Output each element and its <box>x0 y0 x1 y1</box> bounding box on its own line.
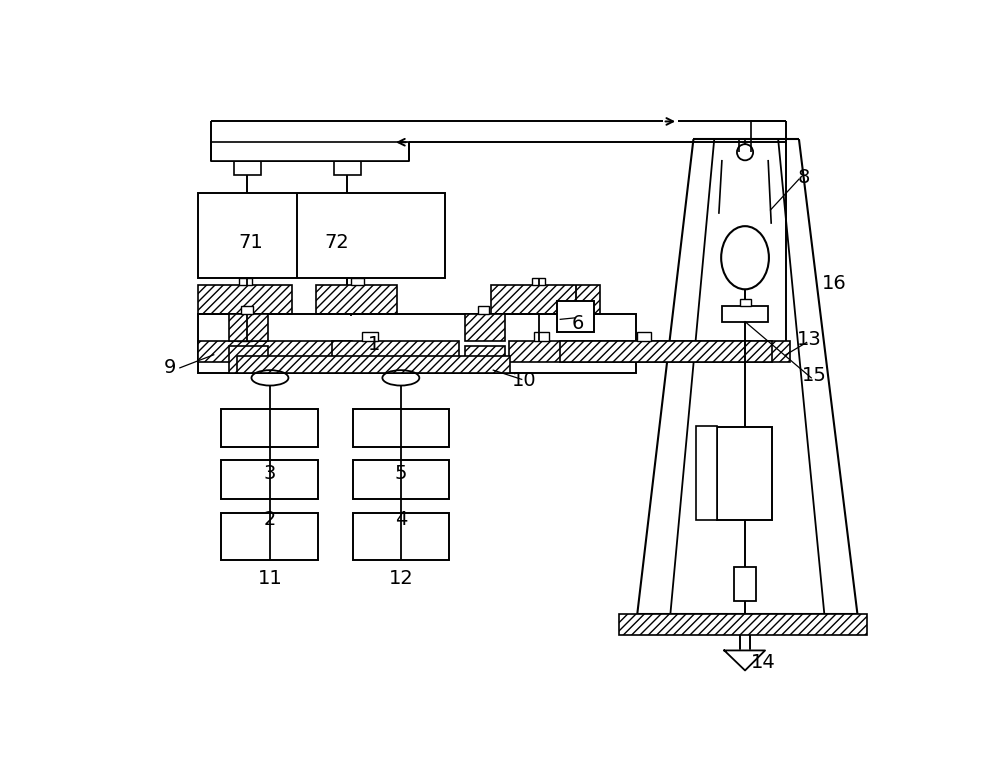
Bar <box>221 408 318 448</box>
Bar <box>465 346 505 373</box>
Text: 3: 3 <box>264 464 276 483</box>
Bar <box>532 278 545 285</box>
Text: 13: 13 <box>797 330 821 349</box>
Bar <box>696 426 717 519</box>
Text: 8: 8 <box>797 168 810 187</box>
Bar <box>619 614 867 635</box>
Text: 71: 71 <box>238 233 263 251</box>
Text: 72: 72 <box>325 233 349 251</box>
Bar <box>353 408 449 448</box>
Bar <box>560 341 772 362</box>
Bar <box>198 314 636 373</box>
Text: 5: 5 <box>395 464 407 483</box>
Bar <box>740 298 751 306</box>
Bar <box>734 566 756 601</box>
Bar <box>241 306 253 314</box>
Bar <box>351 278 364 285</box>
Bar <box>234 162 261 176</box>
Bar <box>316 285 397 314</box>
Text: 6: 6 <box>572 315 584 333</box>
Bar <box>717 427 772 519</box>
Text: 12: 12 <box>388 569 413 587</box>
Bar <box>362 332 378 341</box>
Bar <box>722 306 768 322</box>
Text: 1: 1 <box>368 335 380 355</box>
Bar <box>237 332 252 341</box>
Bar <box>239 278 252 285</box>
Text: 10: 10 <box>512 372 536 390</box>
Text: 14: 14 <box>750 653 775 672</box>
Bar <box>509 341 790 362</box>
Bar <box>637 332 651 341</box>
Bar <box>557 301 594 332</box>
Bar <box>353 460 449 499</box>
Bar <box>221 460 318 499</box>
Bar <box>534 332 549 341</box>
Bar <box>478 306 489 314</box>
Bar <box>332 341 459 362</box>
Bar <box>229 314 268 341</box>
Polygon shape <box>724 651 765 670</box>
Bar <box>237 356 510 373</box>
Text: 9: 9 <box>164 358 176 377</box>
Bar <box>353 512 449 560</box>
Bar <box>198 285 292 314</box>
Bar <box>334 162 361 176</box>
Text: 4: 4 <box>395 510 407 529</box>
Bar <box>491 285 600 314</box>
Bar <box>229 346 268 373</box>
Text: 15: 15 <box>802 366 827 385</box>
Bar <box>465 314 505 341</box>
Text: 11: 11 <box>258 569 282 587</box>
Bar <box>198 193 445 278</box>
Bar <box>221 512 318 560</box>
Text: 2: 2 <box>264 510 276 529</box>
Bar <box>198 341 352 362</box>
Text: 16: 16 <box>822 273 847 293</box>
Bar <box>211 142 409 162</box>
